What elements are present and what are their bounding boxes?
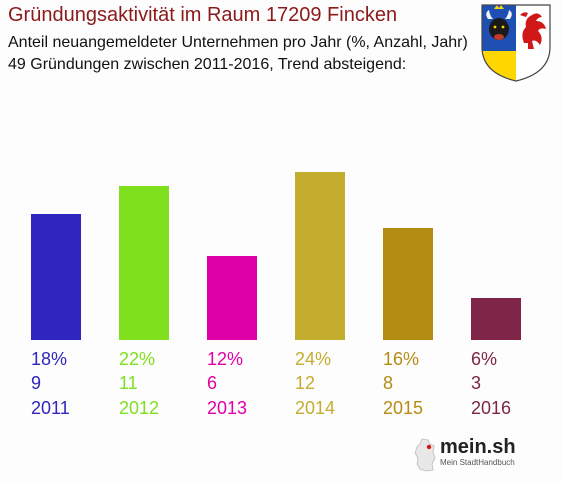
percent-label-2016: 6% xyxy=(471,349,497,369)
year-label-2016: 2016 xyxy=(471,398,511,418)
bar-2013 xyxy=(207,256,257,340)
bar-2014 xyxy=(295,172,345,340)
bar-2012 xyxy=(119,186,169,340)
count-label-2015: 8 xyxy=(383,373,393,393)
mecklenburg-vorpommern-coat-of-arms-icon xyxy=(481,4,551,82)
bar-2015 xyxy=(383,228,433,340)
percent-label-2011: 18% xyxy=(31,349,67,369)
year-label-2015: 2015 xyxy=(383,398,423,418)
bar-2011 xyxy=(31,214,81,340)
percent-label-2013: 12% xyxy=(207,349,243,369)
bar-2016 xyxy=(471,298,521,340)
mein-sh-logo[interactable]: mein.sh Mein StadtHandbuch xyxy=(414,434,534,474)
year-label-2012: 2012 xyxy=(119,398,159,418)
chart-title: Gründungsaktivität im Raum 17209 Fincken xyxy=(8,4,398,26)
count-label-2014: 12 xyxy=(295,373,315,393)
chart-summary: 49 Gründungen zwischen 2011-2016, Trend … xyxy=(8,56,407,73)
count-label-2013: 6 xyxy=(207,373,217,393)
percent-label-2015: 16% xyxy=(383,349,419,369)
germany-map-icon xyxy=(414,438,436,472)
logo-tagline: Mein StadtHandbuch xyxy=(440,458,515,467)
count-label-2016: 3 xyxy=(471,373,481,393)
percent-label-2012: 22% xyxy=(119,349,155,369)
year-label-2011: 2011 xyxy=(31,398,70,418)
chart-subtitle: Anteil neuangemeldeter Unternehmen pro J… xyxy=(8,34,468,51)
year-label-2014: 2014 xyxy=(295,398,335,418)
logo-name: mein.sh xyxy=(440,436,516,458)
count-label-2011: 9 xyxy=(31,373,41,393)
year-label-2013: 2013 xyxy=(207,398,247,418)
percent-label-2014: 24% xyxy=(295,349,331,369)
count-label-2012: 11 xyxy=(119,373,138,393)
